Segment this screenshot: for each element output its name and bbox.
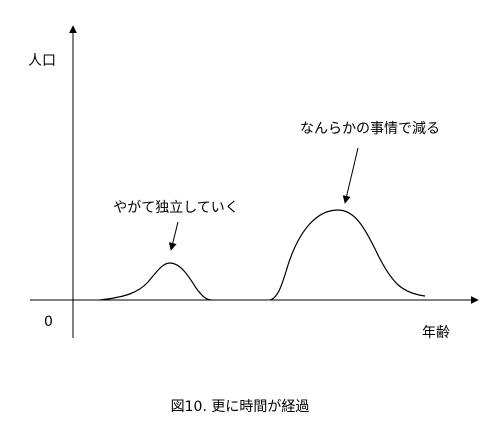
x-axis-label: 年齢: [422, 325, 450, 341]
y-axis-label: 人口: [28, 53, 56, 69]
caption: 図10. 更に時間が経過: [171, 399, 310, 415]
curve-large: [269, 209, 426, 301]
curve-small: [99, 262, 213, 301]
annotation: なんらかの事情で減る: [300, 120, 440, 137]
annotation-arrow: [168, 221, 179, 251]
annotation-arrow: [342, 147, 359, 204]
annotation: やがて独立していく: [113, 200, 239, 216]
origin-label: 0: [44, 314, 53, 330]
